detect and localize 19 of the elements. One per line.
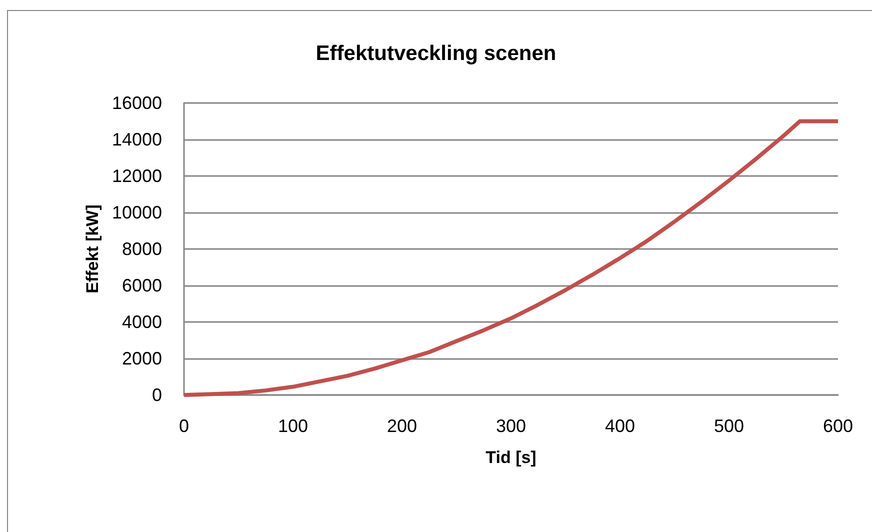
x-tick-label: 500 — [714, 416, 744, 436]
x-tick-label: 0 — [178, 416, 190, 436]
y-tick-label: 12000 — [112, 166, 162, 186]
y-axis-title: Effekt [kW] — [83, 204, 102, 294]
x-tick-label: 400 — [604, 416, 636, 436]
y-tick-label: 4000 — [122, 312, 162, 332]
x-tick-label: 200 — [386, 416, 418, 436]
y-tick-label: 0 — [152, 385, 162, 405]
y-tick-label: 10000 — [112, 202, 162, 222]
x-axis-title: Tid [s] — [486, 448, 536, 467]
y-tick-label: 16000 — [112, 93, 162, 113]
x-tick-label: 600 — [822, 416, 854, 436]
y-tick-label: 8000 — [122, 239, 162, 259]
y-tick-label: 2000 — [122, 348, 162, 368]
chart-title: Effektutveckling scenen — [316, 42, 556, 65]
y-tick-label: 6000 — [122, 276, 162, 296]
x-tick-label: 300 — [496, 416, 526, 436]
x-tick-label: 100 — [278, 416, 308, 436]
y-tick-label: 14000 — [112, 130, 162, 150]
